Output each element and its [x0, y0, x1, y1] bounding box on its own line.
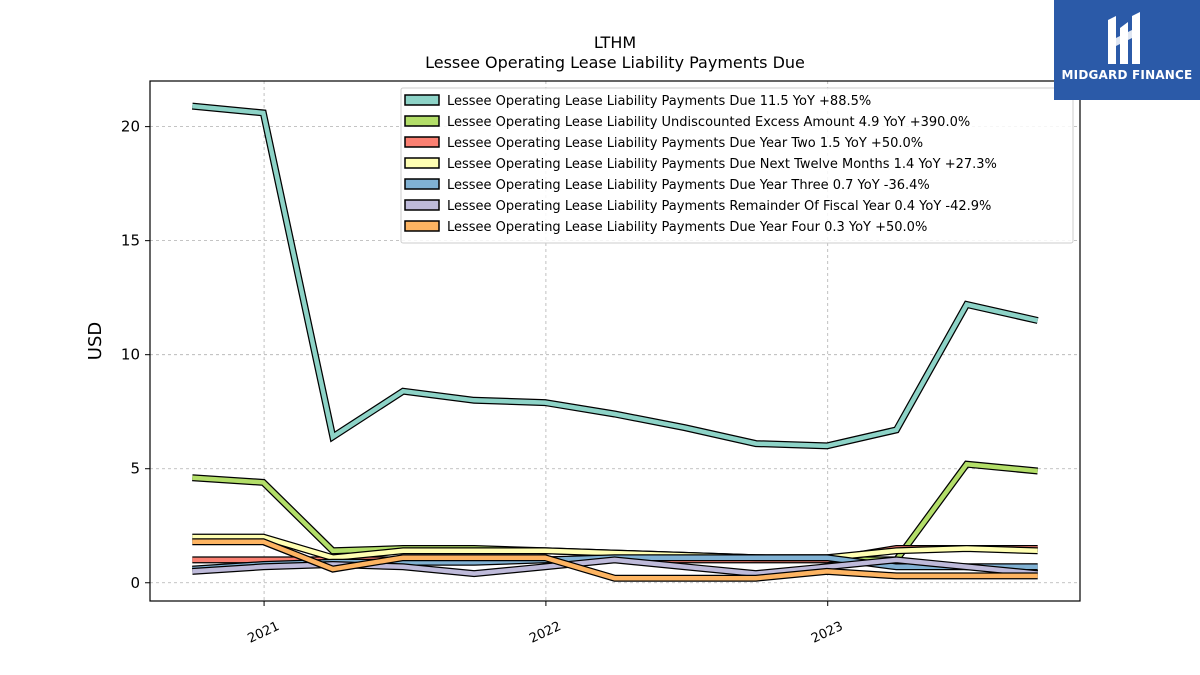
midgard-m-logo-icon — [1108, 12, 1140, 64]
y-tick-label: 15 — [121, 232, 140, 250]
series-1 — [191, 102, 1039, 450]
legend-entry: Lessee Operating Lease Liability Payment… — [447, 178, 930, 193]
legend: Lessee Operating Lease Liability Payment… — [400, 87, 1074, 244]
x-tick-label: 2022 — [527, 619, 563, 647]
legend-entry: Lessee Operating Lease Liability Undisco… — [447, 115, 970, 130]
legend-swatch — [404, 178, 440, 190]
series-line — [192, 539, 1038, 581]
legend-swatch — [404, 199, 440, 211]
chart-subtitle: Lessee Operating Lease Liability Payment… — [425, 53, 805, 72]
x-tick-label: 2021 — [245, 619, 281, 647]
legend-swatch — [404, 157, 440, 169]
series-line — [192, 103, 1039, 449]
brand-name: MIDGARD FINANCE — [1061, 68, 1193, 82]
x-tick-label: 2023 — [809, 619, 845, 647]
series-4 — [192, 533, 1038, 562]
y-tick-label: 10 — [121, 346, 140, 364]
series-line — [192, 557, 1038, 576]
legend-swatch — [404, 136, 440, 148]
legend-swatch — [404, 115, 440, 127]
series-7 — [192, 538, 1038, 582]
y-tick-label: 20 — [121, 118, 140, 136]
legend-entry: Lessee Operating Lease Liability Payment… — [447, 94, 871, 109]
legend-swatch — [404, 220, 440, 232]
legend-entry: Lessee Operating Lease Liability Payment… — [447, 157, 997, 172]
plot-frame — [149, 80, 1081, 602]
chart-title: LTHM — [594, 33, 636, 52]
y-axis: 0 5 10 15 20 — [121, 118, 150, 592]
legend-entry: Lessee Operating Lease Liability Payment… — [447, 220, 927, 235]
legend-entry: Lessee Operating Lease Liability Payment… — [447, 199, 991, 214]
x-axis: 2021 2022 2023 — [245, 601, 845, 647]
series-line — [192, 534, 1038, 560]
brand-logo: MIDGARD FINANCE — [1054, 0, 1200, 100]
series-layer — [191, 102, 1039, 582]
legend-box — [400, 87, 1074, 244]
y-axis-label: USD — [85, 322, 106, 360]
y-tick-label: 0 — [130, 574, 140, 592]
legend-entry: Lessee Operating Lease Liability Payment… — [447, 136, 923, 151]
series-6 — [192, 556, 1039, 578]
y-tick-label: 5 — [130, 460, 140, 478]
legend-swatch — [404, 94, 440, 106]
